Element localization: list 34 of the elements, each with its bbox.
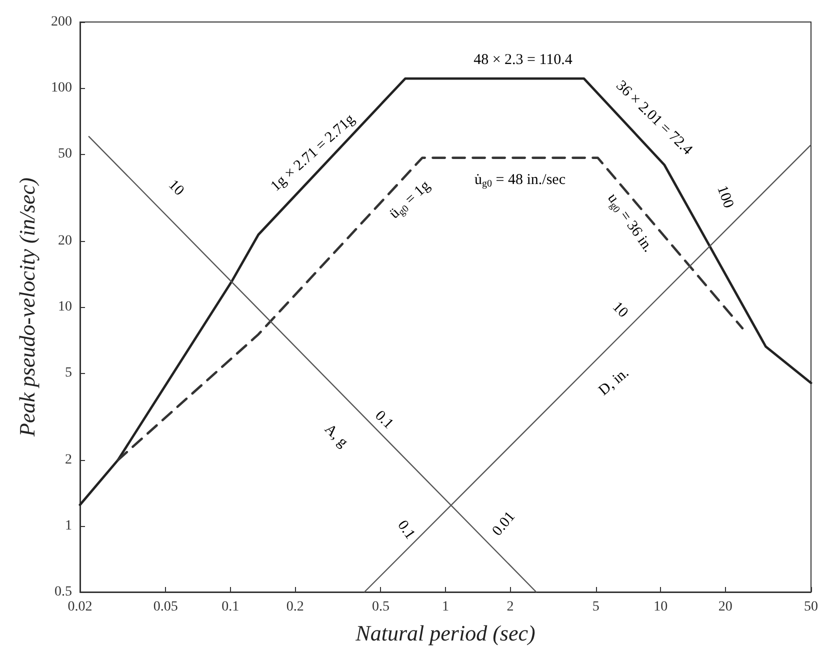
x-tick-label: 20 xyxy=(718,600,732,614)
x-tick-label: 0.05 xyxy=(153,600,178,614)
x-tick-label: 5 xyxy=(592,600,600,614)
y-tick-label: 1 xyxy=(65,518,72,534)
annotation: A, g xyxy=(321,421,352,452)
annotation: 0.1 xyxy=(394,518,418,542)
annotation: 36 × 2.01 = 72.4 xyxy=(612,78,696,159)
y-tick-label: 20 xyxy=(58,234,72,249)
x-tick-label: 10 xyxy=(654,600,668,614)
annotation: 0.01 xyxy=(489,508,519,540)
annotation: 10 xyxy=(609,299,631,321)
y-tick-label: 10 xyxy=(58,300,72,314)
y-tick-label: 2 xyxy=(65,452,72,468)
y-axis-title: Peak pseudo-velocity (in/sec) xyxy=(14,178,40,438)
annotation: D, in. xyxy=(596,365,632,399)
annotation: 0.1 xyxy=(372,408,396,432)
x-tick-label: 1 xyxy=(442,600,449,614)
y-tick-label: 5 xyxy=(65,365,72,380)
y-tick-label: 100 xyxy=(51,80,72,96)
annotation: üg0 = 1g xyxy=(386,178,434,222)
x-tick-label: 0.5 xyxy=(372,600,390,614)
annotation: 100 xyxy=(714,184,736,210)
x-tick-label: 0.2 xyxy=(286,600,304,614)
y-tick-label: 50 xyxy=(58,146,72,162)
annotation: 10 xyxy=(165,177,187,199)
annotation: ug0 = 36 in. xyxy=(604,190,656,256)
annotation: 48 × 2.3 = 110.4 xyxy=(474,52,573,68)
y-tick-label: 0.5 xyxy=(54,584,72,600)
x-tick-label: 2 xyxy=(506,600,514,614)
x-tick-label: 0.02 xyxy=(68,600,92,614)
x-tick-label: 0.1 xyxy=(222,600,240,614)
x-tick-label: 50 xyxy=(804,600,818,614)
x-axis-title: Natural period (sec) xyxy=(354,620,536,646)
y-tick-label: 200 xyxy=(51,14,72,30)
